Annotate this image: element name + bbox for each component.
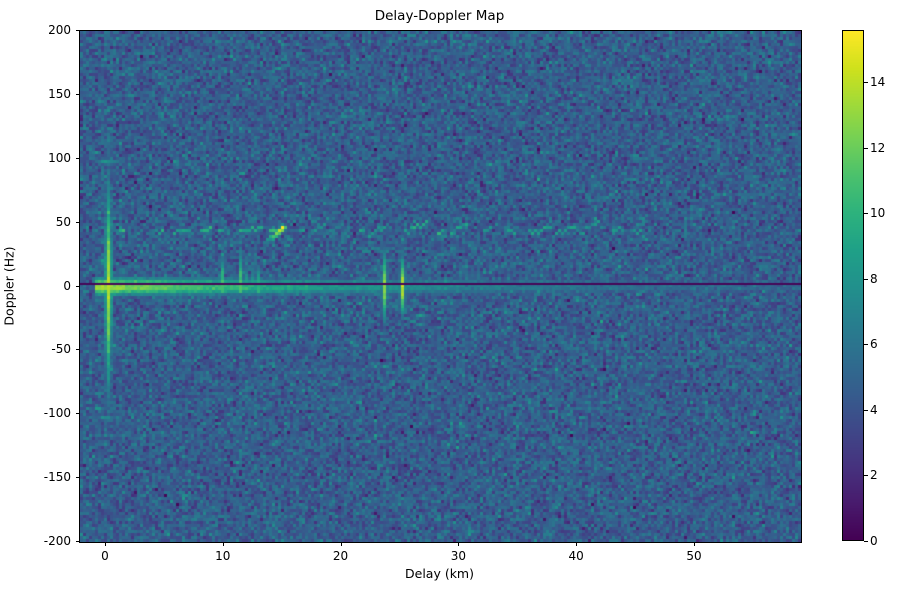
x-tick-mark bbox=[223, 542, 224, 546]
x-tick-label: 40 bbox=[568, 549, 584, 563]
x-tick-label: 10 bbox=[215, 549, 231, 563]
colorbar-gradient bbox=[842, 30, 864, 541]
y-tick-mark bbox=[75, 222, 79, 223]
colorbar-tick-label: 14 bbox=[870, 75, 886, 90]
y-tick-label: 150 bbox=[48, 86, 71, 101]
y-tick-mark bbox=[75, 477, 79, 478]
x-tick-mark bbox=[694, 542, 695, 546]
colorbar-tick-label: 12 bbox=[870, 140, 886, 155]
x-tick-mark bbox=[341, 542, 342, 546]
delay-doppler-heatmap bbox=[80, 31, 801, 542]
colorbar-tick-mark bbox=[864, 475, 868, 476]
y-tick-label: -100 bbox=[43, 406, 71, 421]
y-tick-label: -150 bbox=[43, 470, 71, 485]
y-tick-label: -50 bbox=[51, 342, 71, 357]
colorbar bbox=[842, 30, 864, 541]
y-tick-label: 100 bbox=[48, 150, 71, 165]
colorbar-tick-mark bbox=[864, 148, 868, 149]
colorbar-tick-mark bbox=[864, 279, 868, 280]
x-tick-mark bbox=[105, 542, 106, 546]
colorbar-tick-mark bbox=[864, 541, 868, 542]
y-tick-mark bbox=[75, 158, 79, 159]
y-axis-label-text: Doppler (Hz) bbox=[1, 246, 17, 326]
y-tick-mark bbox=[75, 413, 79, 414]
page-title: Delay-Doppler Map bbox=[374, 8, 505, 24]
colorbar-tick-mark bbox=[864, 213, 868, 214]
colorbar-tick-mark bbox=[864, 344, 868, 345]
y-tick-label: -200 bbox=[43, 534, 71, 548]
colorbar-tick-label: 4 bbox=[870, 402, 878, 417]
x-tick-mark bbox=[458, 542, 459, 546]
y-axis-label: Doppler (Hz) bbox=[0, 0, 18, 590]
y-tick-mark bbox=[75, 30, 79, 31]
x-tick-label: 0 bbox=[101, 549, 109, 563]
y-tick-mark bbox=[75, 541, 79, 542]
plot-axes-area bbox=[79, 30, 802, 543]
colorbar-tick-mark bbox=[864, 410, 868, 411]
x-tick-label: 30 bbox=[450, 549, 466, 563]
x-tick-label: 20 bbox=[332, 549, 349, 563]
colorbar-tick-label: 0 bbox=[870, 534, 878, 548]
x-tick-label: 50 bbox=[686, 549, 702, 563]
y-tick-label: 50 bbox=[55, 214, 71, 229]
colorbar-tick-label: 8 bbox=[870, 271, 878, 286]
x-tick-mark bbox=[576, 542, 577, 546]
y-tick-mark bbox=[75, 286, 79, 287]
y-tick-mark bbox=[75, 349, 79, 350]
y-tick-mark bbox=[75, 94, 79, 95]
colorbar-tick-label: 10 bbox=[870, 206, 886, 221]
x-axis-label: Delay (km) bbox=[405, 566, 474, 581]
y-tick-label: 200 bbox=[48, 23, 71, 37]
colorbar-tick-label: 2 bbox=[870, 468, 878, 483]
colorbar-tick-mark bbox=[864, 82, 868, 83]
y-tick-label: 0 bbox=[63, 278, 71, 293]
colorbar-tick-label: 6 bbox=[870, 337, 878, 352]
